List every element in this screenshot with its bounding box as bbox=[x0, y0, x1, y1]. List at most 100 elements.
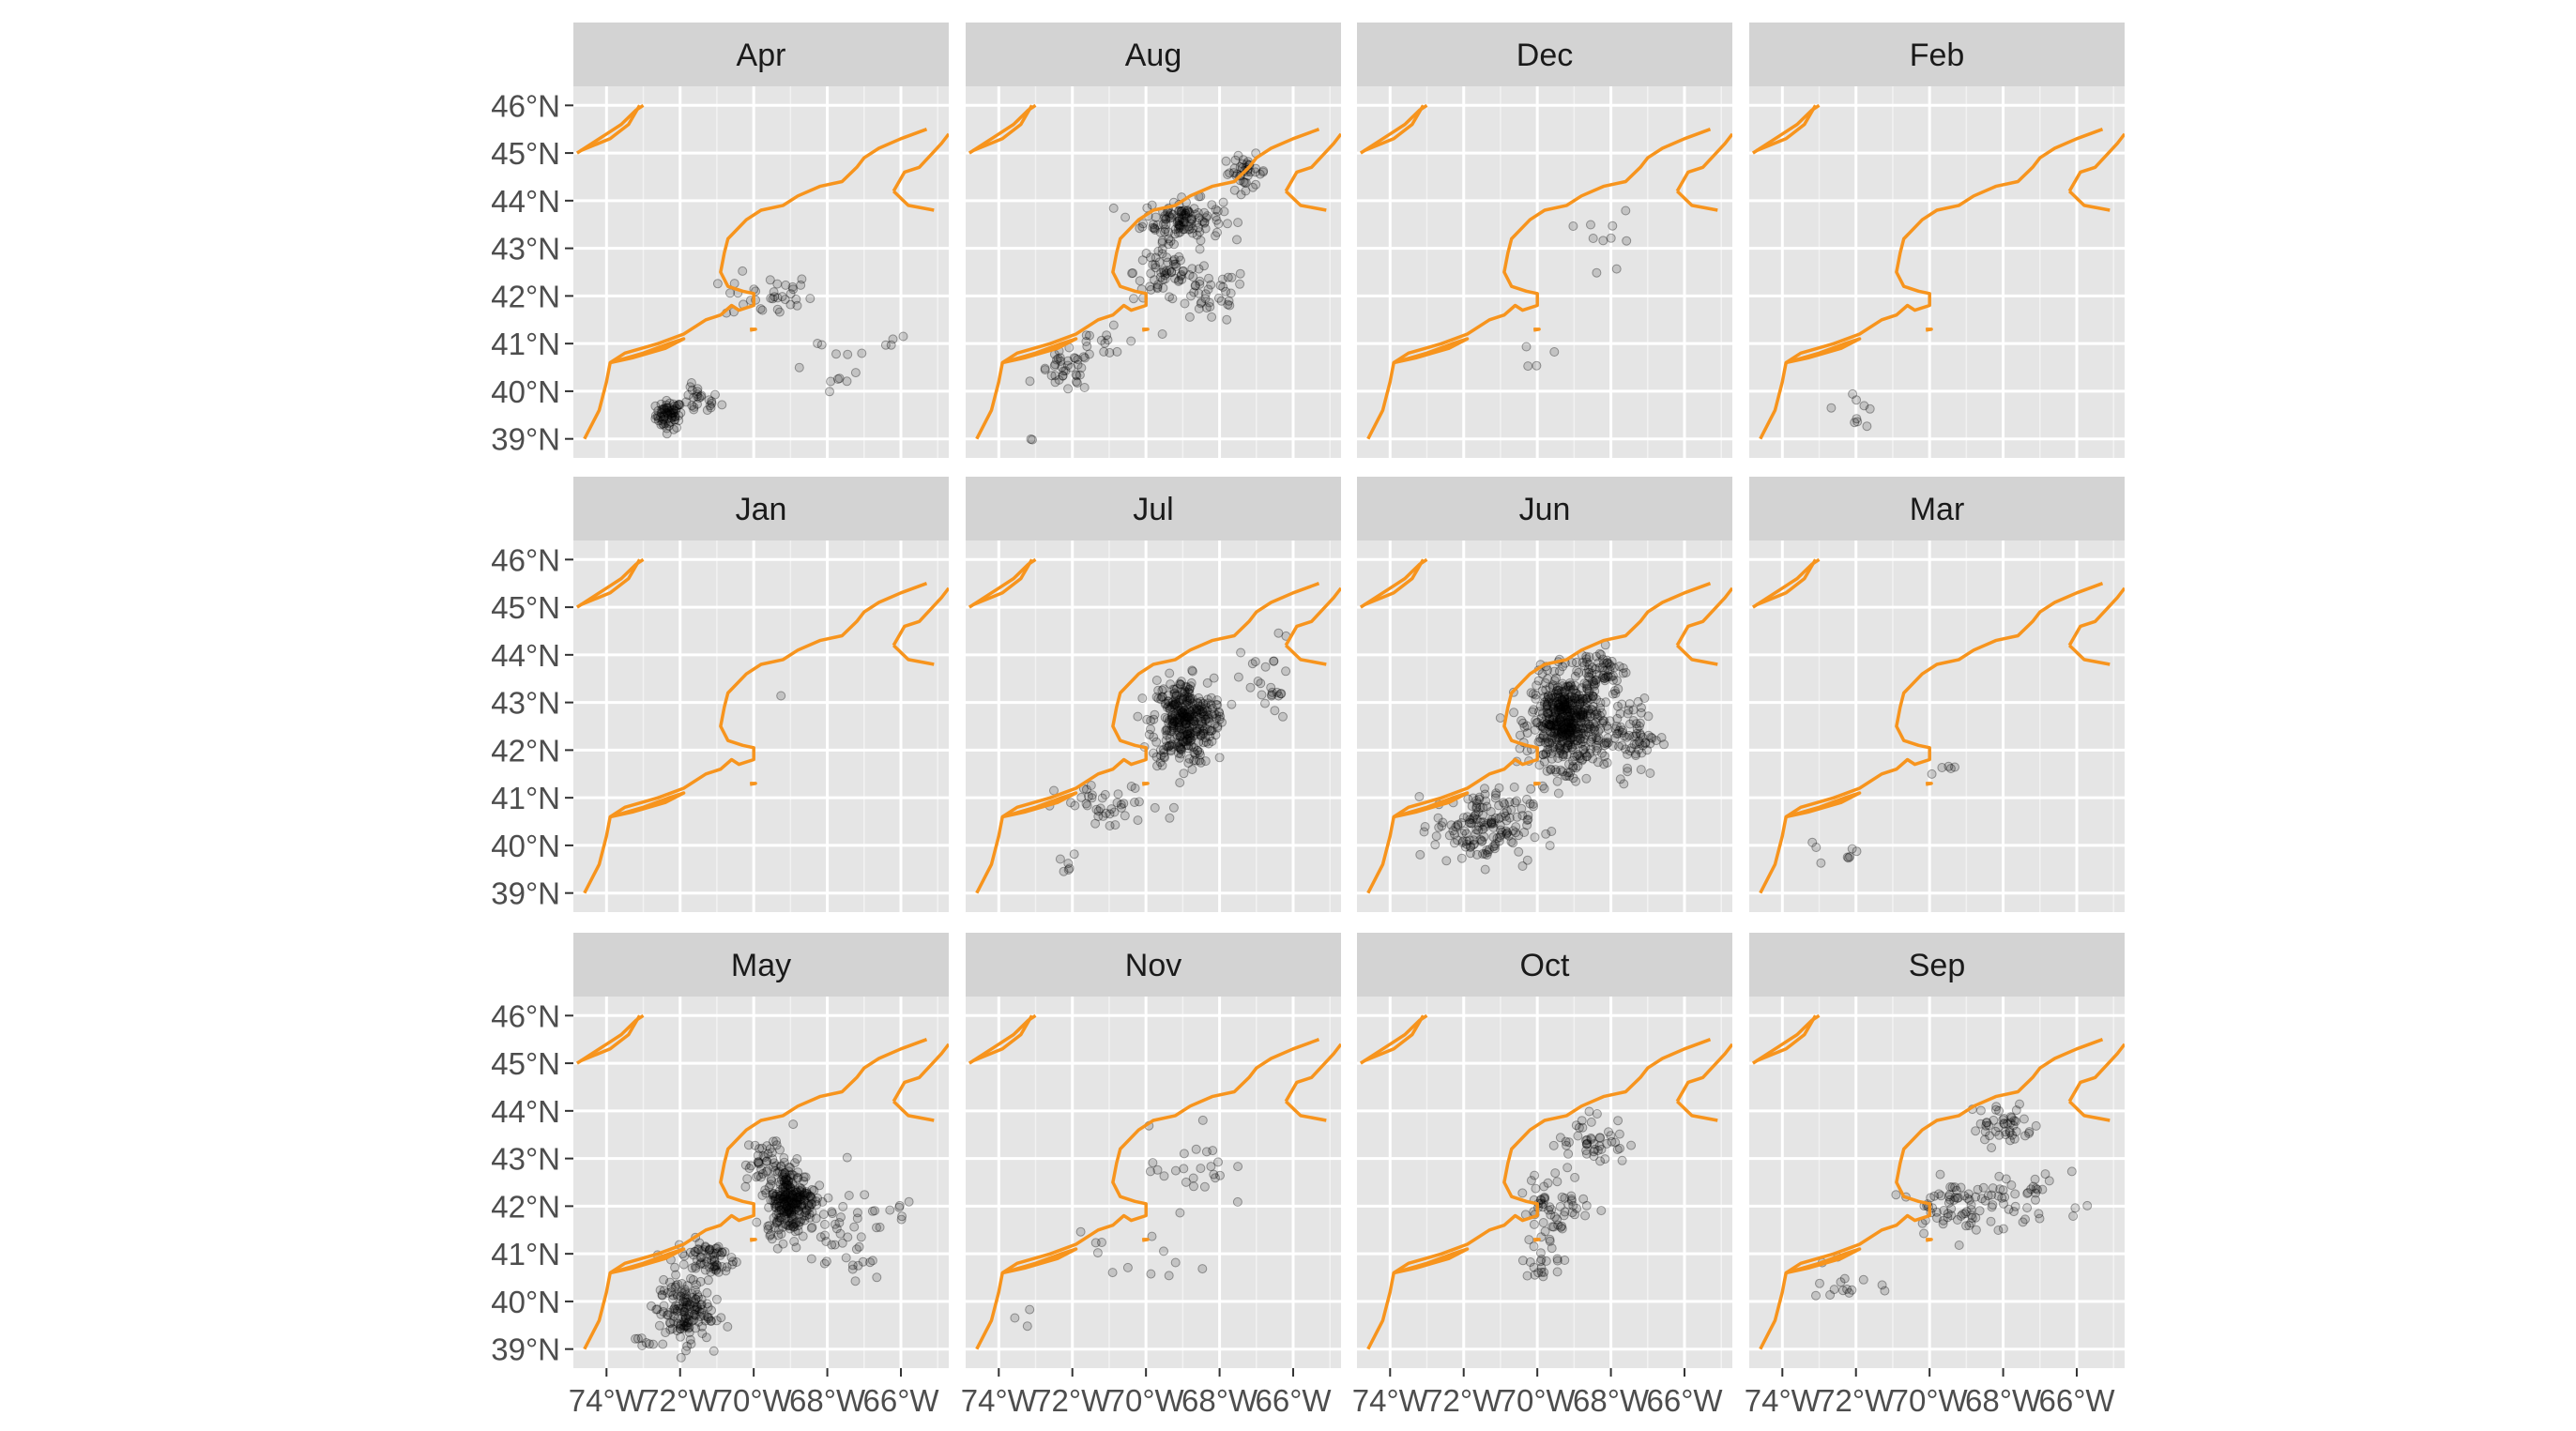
x-tick-label: 72°W bbox=[1425, 1383, 1502, 1418]
data-point bbox=[1087, 790, 1097, 800]
data-point bbox=[1570, 723, 1580, 733]
data-point bbox=[1184, 715, 1195, 725]
data-point bbox=[1170, 224, 1181, 235]
data-point bbox=[783, 1207, 793, 1217]
data-point bbox=[1217, 274, 1227, 284]
data-point bbox=[1215, 281, 1226, 291]
data-point bbox=[1056, 356, 1066, 366]
data-point bbox=[1490, 790, 1501, 800]
data-point bbox=[1209, 673, 1219, 683]
data-point bbox=[1560, 731, 1569, 741]
data-point bbox=[1544, 693, 1554, 704]
data-point bbox=[1501, 830, 1511, 840]
data-point bbox=[709, 1264, 719, 1274]
data-point bbox=[865, 1257, 876, 1268]
data-point bbox=[1538, 1271, 1548, 1282]
x-tick-label: 72°W bbox=[1034, 1383, 1111, 1418]
data-point bbox=[834, 1218, 845, 1227]
data-point bbox=[1617, 699, 1627, 709]
y-tick-label: 45°N bbox=[491, 1046, 560, 1081]
data-point bbox=[782, 1195, 792, 1206]
data-point bbox=[1581, 1149, 1592, 1159]
data-point bbox=[657, 1289, 667, 1300]
data-point bbox=[2011, 1105, 2021, 1116]
data-point bbox=[779, 1194, 789, 1204]
data-point bbox=[1556, 728, 1566, 738]
data-point bbox=[1591, 664, 1601, 674]
panel-background bbox=[573, 86, 949, 458]
data-point bbox=[872, 1272, 882, 1283]
data-point bbox=[1646, 732, 1656, 742]
data-point bbox=[896, 1214, 907, 1225]
data-point bbox=[691, 1311, 700, 1321]
data-point bbox=[1496, 812, 1506, 822]
data-point bbox=[897, 1211, 907, 1222]
data-point bbox=[1573, 723, 1583, 734]
data-point bbox=[779, 1177, 789, 1187]
data-point bbox=[1557, 687, 1566, 697]
data-point bbox=[1582, 712, 1593, 722]
data-point bbox=[800, 1208, 811, 1217]
data-point bbox=[1054, 374, 1064, 385]
data-point bbox=[1950, 1193, 1960, 1203]
data-point bbox=[1496, 830, 1506, 840]
data-point bbox=[688, 1275, 698, 1285]
data-point bbox=[1631, 731, 1640, 741]
data-point bbox=[1562, 735, 1572, 745]
data-point bbox=[666, 405, 677, 416]
data-point bbox=[1177, 274, 1187, 284]
data-point bbox=[1552, 724, 1562, 735]
data-point bbox=[1184, 224, 1195, 234]
data-point bbox=[1535, 1195, 1546, 1205]
data-point bbox=[1075, 1226, 1086, 1237]
data-point bbox=[793, 1197, 802, 1208]
data-point bbox=[772, 293, 783, 303]
data-point bbox=[1192, 726, 1202, 737]
data-point bbox=[1542, 699, 1552, 709]
data-point bbox=[1547, 1222, 1558, 1232]
data-point bbox=[838, 1201, 848, 1211]
data-point bbox=[1238, 155, 1248, 165]
data-point bbox=[1938, 1219, 1948, 1229]
data-point bbox=[1494, 836, 1504, 846]
data-point bbox=[1169, 684, 1180, 694]
data-point bbox=[827, 1209, 837, 1219]
facet-strip bbox=[966, 933, 1341, 997]
data-point bbox=[813, 1193, 823, 1203]
coastline bbox=[1675, 644, 1718, 666]
data-point bbox=[1193, 746, 1203, 756]
data-point bbox=[1569, 705, 1579, 715]
data-point bbox=[1182, 708, 1193, 719]
data-point bbox=[1510, 798, 1520, 808]
data-point bbox=[1049, 785, 1059, 796]
data-point bbox=[788, 1186, 798, 1196]
data-point bbox=[1169, 254, 1180, 265]
data-point bbox=[696, 390, 707, 401]
data-point bbox=[1588, 754, 1598, 764]
data-point bbox=[1148, 260, 1158, 269]
data-point bbox=[1052, 355, 1061, 365]
data-point bbox=[1197, 707, 1208, 717]
x-tick-label: 74°W bbox=[569, 1383, 646, 1418]
data-point bbox=[1569, 719, 1579, 729]
data-point bbox=[1170, 711, 1181, 721]
data-point bbox=[1147, 200, 1157, 210]
data-point bbox=[1937, 763, 1947, 772]
data-point bbox=[1562, 731, 1572, 741]
data-point bbox=[1852, 395, 1862, 405]
data-point bbox=[1166, 715, 1177, 724]
data-point bbox=[1615, 1143, 1624, 1153]
data-point bbox=[1973, 1184, 1983, 1195]
data-point bbox=[1550, 707, 1561, 717]
data-point bbox=[1551, 693, 1562, 703]
data-point bbox=[1190, 749, 1200, 759]
data-point bbox=[1563, 698, 1574, 708]
data-point bbox=[1553, 689, 1563, 698]
data-point bbox=[2001, 1127, 2011, 1137]
data-point bbox=[753, 1150, 763, 1161]
x-tick-label: 66°W bbox=[862, 1383, 939, 1418]
data-point bbox=[1565, 733, 1576, 743]
data-point bbox=[1552, 1267, 1562, 1277]
data-point bbox=[1971, 1212, 1981, 1223]
data-point bbox=[1608, 689, 1618, 699]
